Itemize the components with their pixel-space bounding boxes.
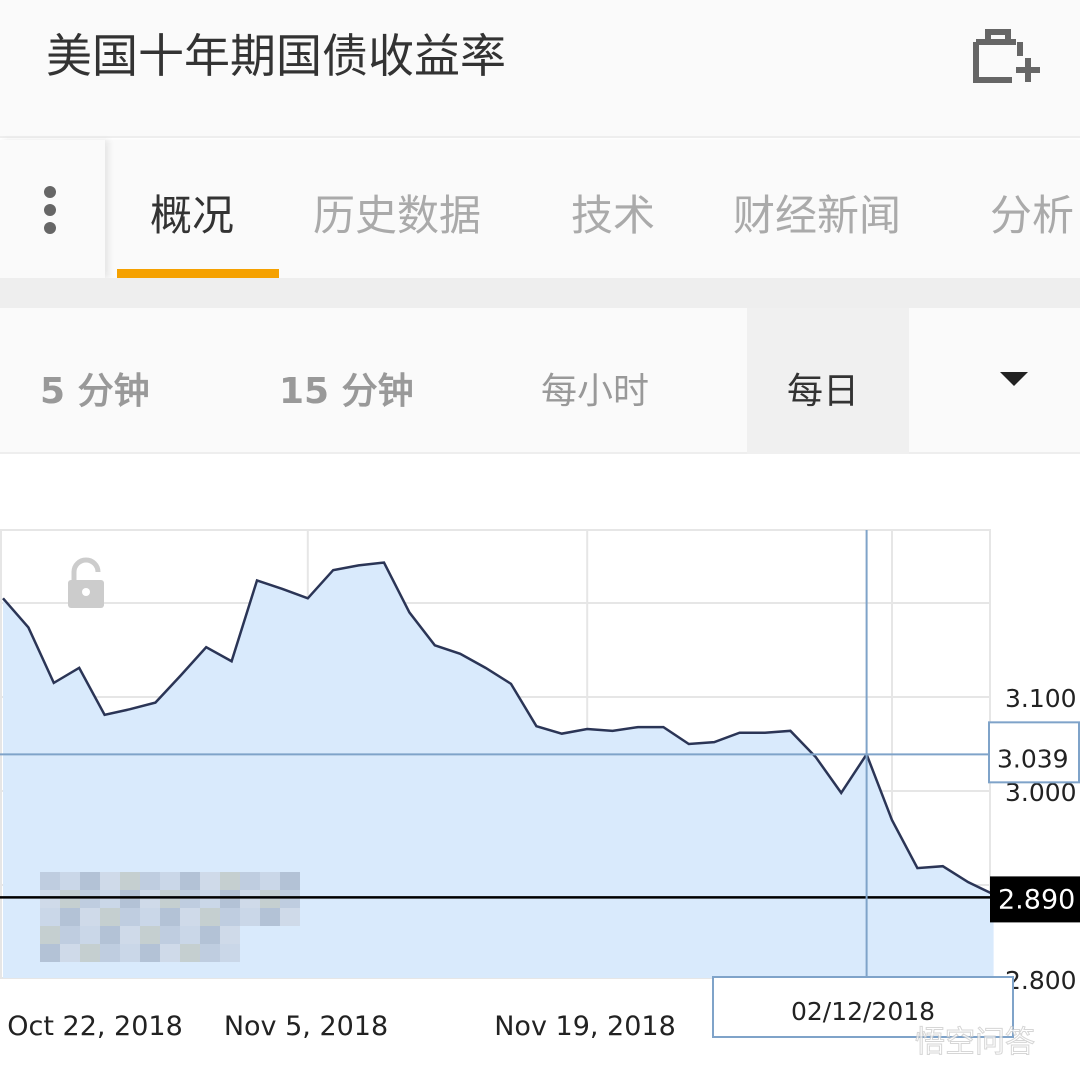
period-5min[interactable]: 5 分钟 <box>40 371 150 412</box>
period-15min[interactable]: 15 分钟 <box>279 371 414 412</box>
period-daily[interactable]: 每日 <box>787 371 860 412</box>
x-tick-label: Nov 5, 2018 <box>224 1011 388 1042</box>
x-tick-label: Nov 19, 2018 <box>494 1011 676 1042</box>
crosshair-value-box <box>988 721 1080 784</box>
dot-icon <box>44 222 56 234</box>
watermark-logo: 悟空问答 <box>915 1025 1035 1060</box>
tab-analysis[interactable]: 分析 <box>990 191 1075 240</box>
x-tick-label: Oct 22, 2018 <box>7 1011 183 1042</box>
lock-icon[interactable] <box>68 557 104 608</box>
blurred-watermark <box>40 872 300 962</box>
more-menu-button[interactable] <box>0 140 105 278</box>
tab-technical[interactable]: 技术 <box>571 191 656 240</box>
series-line <box>2 561 995 896</box>
dot-icon <box>44 186 56 198</box>
y-tick-label: 2.800 <box>1005 966 1077 995</box>
dropdown-caret-icon[interactable] <box>1000 372 1028 386</box>
crosshair-date-box <box>712 976 1014 1038</box>
last-value-label: 2.890 <box>998 884 1075 915</box>
crosshair-value-label: 3.039 <box>997 744 1069 773</box>
page-title: 美国十年期国债收益率 <box>46 29 506 83</box>
crosshair-date-label: 02/12/2018 <box>791 997 935 1026</box>
tab-overview[interactable]: 概况 <box>150 191 235 240</box>
briefcase-plus-icon[interactable] <box>972 28 1042 84</box>
app-header: 美国十年期国债收益率 <box>0 0 1080 138</box>
active-tab-indicator <box>117 269 279 278</box>
period-hourly[interactable]: 每小时 <box>541 371 650 412</box>
y-tick-label: 3.100 <box>1005 684 1077 713</box>
divider <box>0 278 1080 308</box>
last-value-badge <box>990 876 1080 923</box>
selected-period-bg <box>747 308 909 454</box>
tab-news[interactable]: 财经新闻 <box>733 191 902 240</box>
tab-history[interactable]: 历史数据 <box>313 191 482 240</box>
tab-bar: 概况 历史数据 技术 财经新闻 分析 <box>0 140 1080 278</box>
dot-icon <box>44 204 56 216</box>
period-selector: 5 分钟 15 分钟 每小时 每日 <box>0 308 1080 454</box>
